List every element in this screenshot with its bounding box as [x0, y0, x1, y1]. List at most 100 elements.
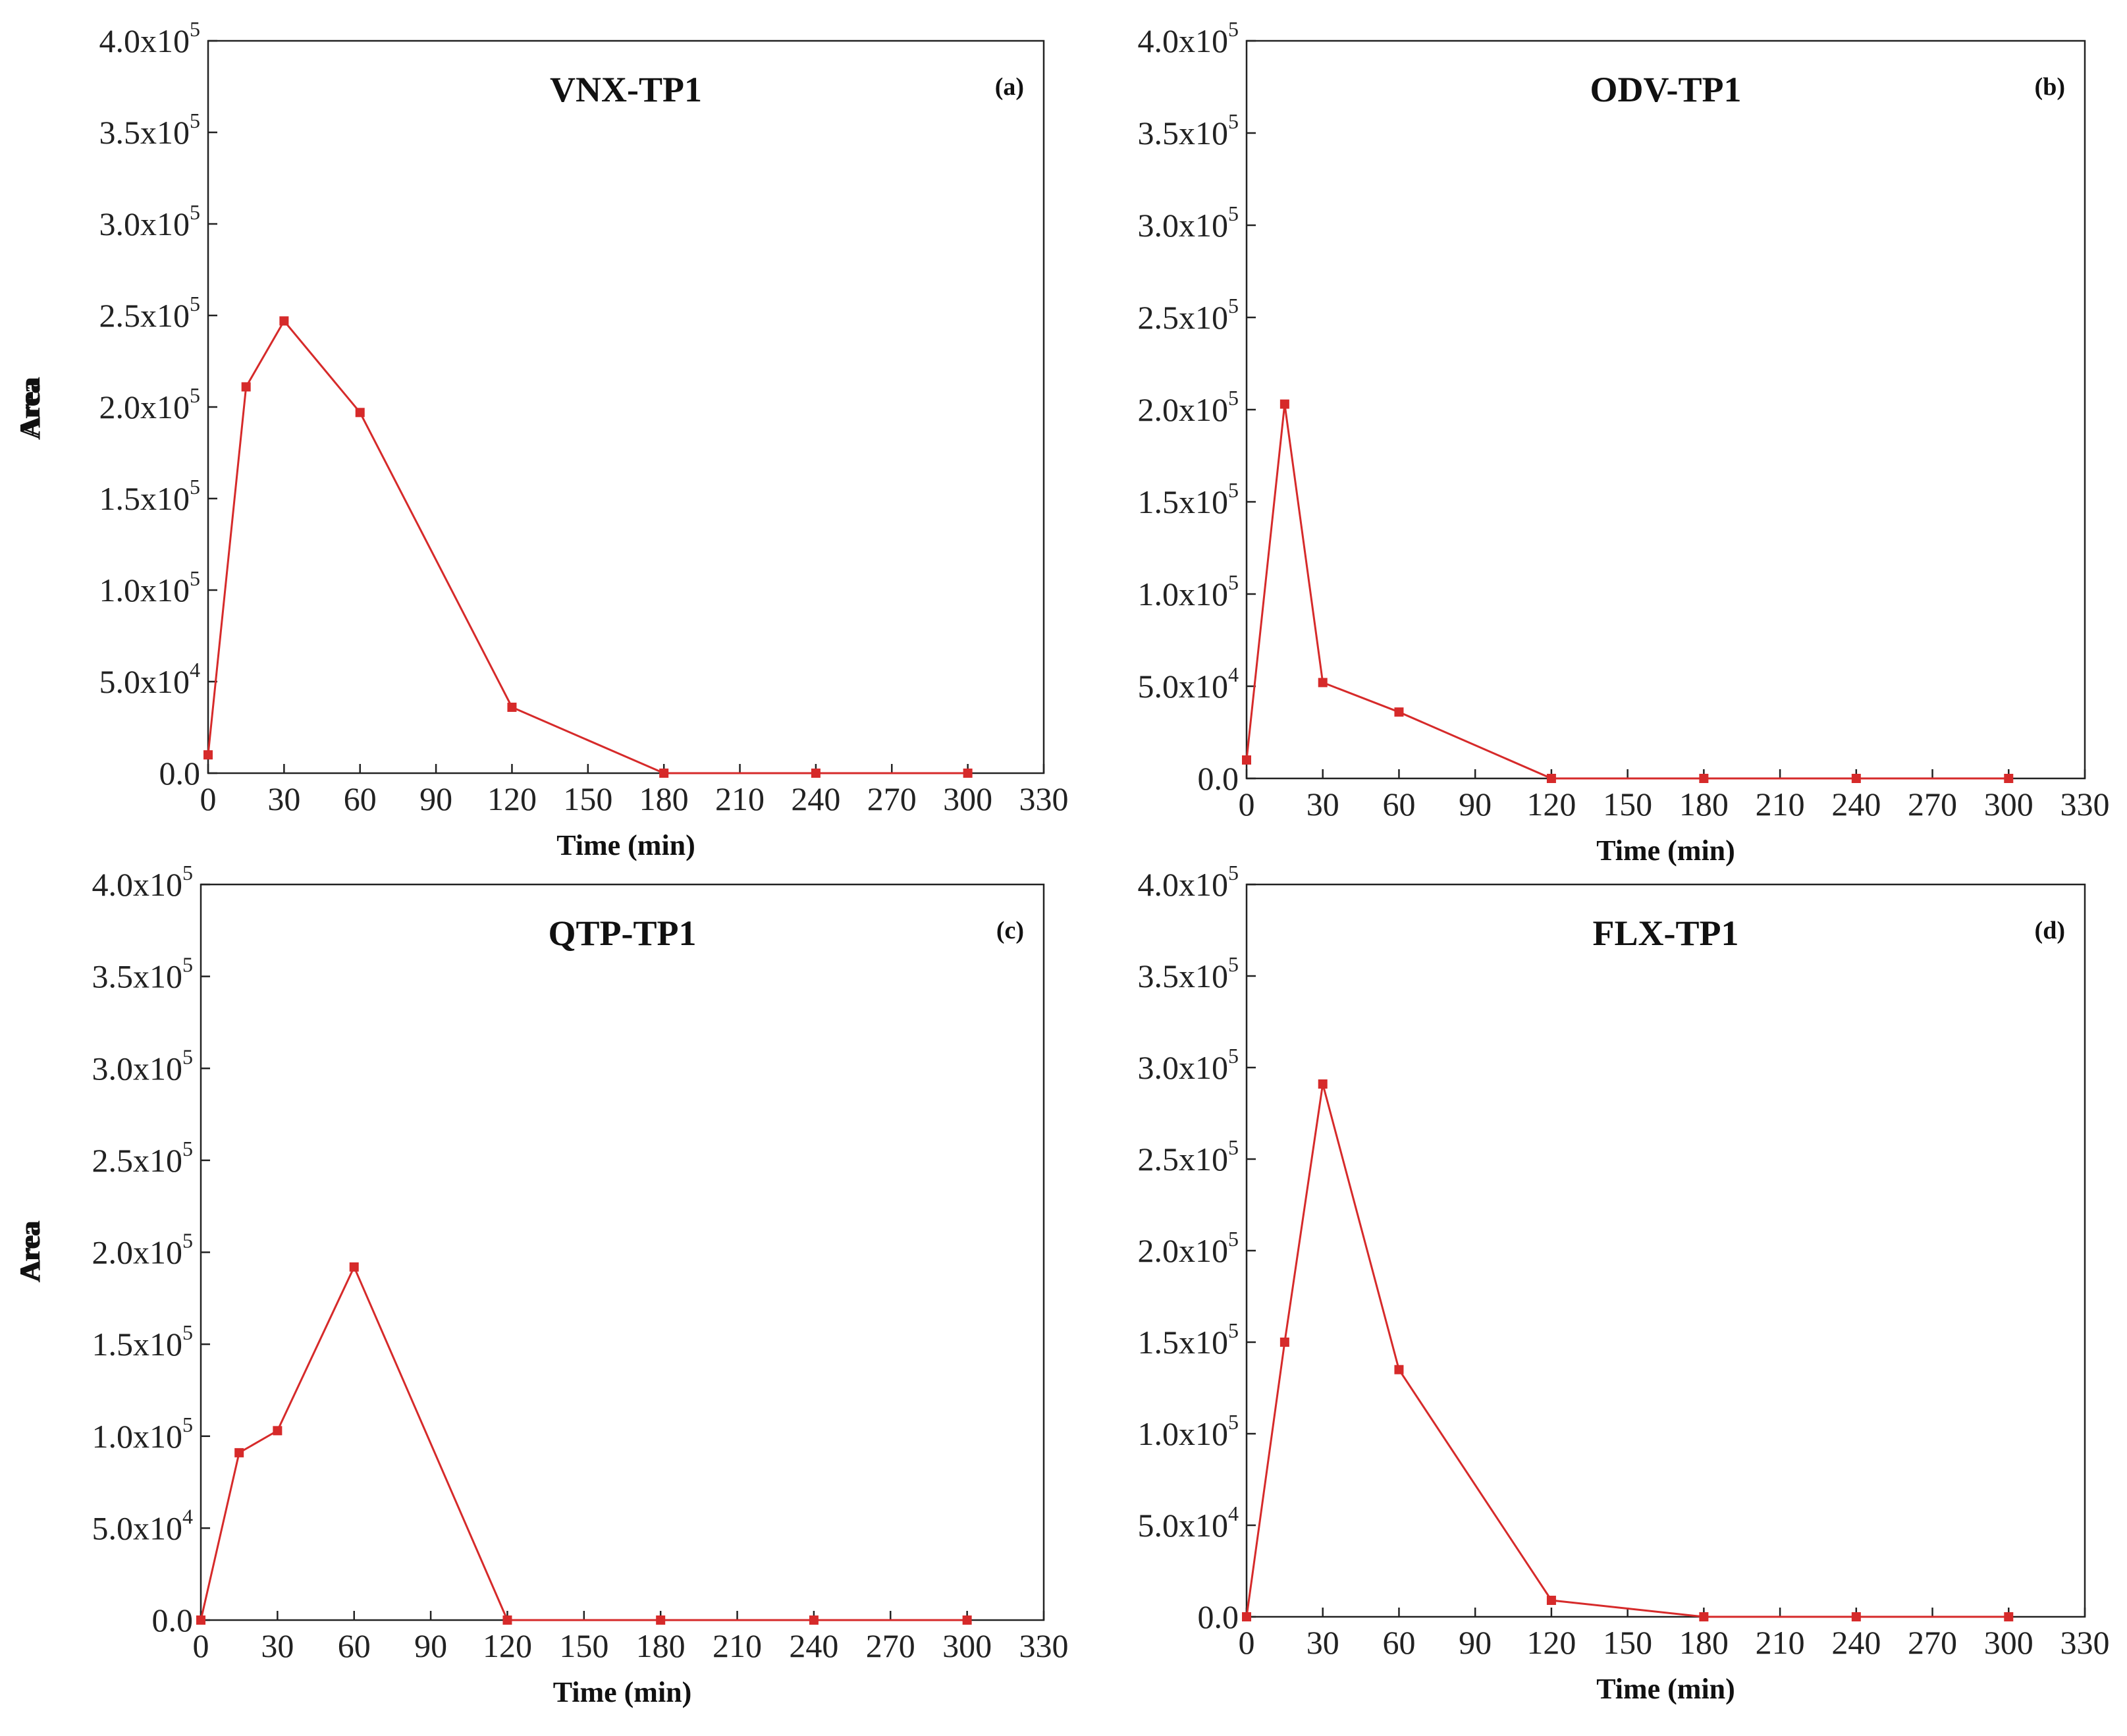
panel-4-x-tick-label: 30 — [1306, 1624, 1339, 1661]
panel-2-x-tick-label: 300 — [1984, 786, 2033, 823]
panel-3-data-point — [234, 1448, 244, 1457]
panel-3-y-tick-label: 2.5x105 — [92, 1137, 194, 1179]
panel-4-data-point — [1699, 1612, 1709, 1621]
panel-4-plot-frame — [1245, 883, 2086, 1618]
panel-1-y-tick-label: 2.0x105 — [99, 383, 201, 425]
panel-4-data-point — [1318, 1079, 1328, 1089]
panel-2-x-tick-label: 150 — [1603, 786, 1652, 823]
panel-3-y-tick-label: 3.5x105 — [92, 953, 194, 995]
panel-3-data-point — [502, 1615, 512, 1625]
panel-4-x-tick-label: 150 — [1603, 1624, 1652, 1661]
panel-3-label: (c) — [996, 917, 1024, 944]
panel-4-x-axis-title: Time (min) — [1596, 1673, 1735, 1705]
panel-3-series-line — [200, 1266, 967, 1621]
panel-2-x-tick-label: 330 — [2060, 786, 2110, 823]
panel-1-y-tick-label: 3.0x105 — [99, 200, 201, 242]
panel-3-x-tick-label: 330 — [1019, 1627, 1069, 1664]
panel-1-x-tick-label: 210 — [715, 780, 765, 817]
panel-3-x-tick-label: 300 — [942, 1627, 992, 1664]
panel-2-data-point — [1699, 774, 1709, 783]
panel-2-x-tick-label: 240 — [1831, 786, 1881, 823]
panel-2-y-tick-label: 1.5x105 — [1138, 478, 1239, 520]
panel-4-x-tick-label: 300 — [1984, 1624, 2033, 1661]
panel-1-y-axis-title: Area — [14, 377, 46, 437]
panel-1-label: (a) — [995, 73, 1024, 101]
panel-3-x-tick-label: 270 — [866, 1627, 915, 1664]
panel-1-y-tick-label: 5.0x104 — [99, 658, 201, 700]
panel-2-data-point — [2004, 774, 2014, 783]
panel-1-x-axis-title: Time (min) — [556, 829, 695, 861]
panel-2-data-point — [1318, 678, 1328, 688]
panel-4-data-point — [1242, 1612, 1251, 1621]
panel-1-data-point — [279, 316, 289, 326]
panel-3-data-point — [349, 1262, 359, 1272]
panel-3-title: QTP-TP1 — [549, 913, 697, 953]
panel-2-y-axis-title: Area — [14, 379, 46, 440]
panel-1-data-point — [507, 702, 517, 712]
panel-3-data-point — [656, 1615, 666, 1625]
panel-4-y-tick-label: 3.0x105 — [1138, 1044, 1239, 1086]
chart-panel-4: 0 30 60 90 120 150 180 210 240 270 300 3300.05.0x10… — [14, 861, 2110, 1705]
panel-1-title: VNX-TP1 — [550, 70, 702, 109]
panel-4-x-tick-label: 180 — [1679, 1624, 1729, 1661]
panel-4-x-tick-label: 240 — [1831, 1624, 1881, 1661]
panel-2-x-tick-label: 210 — [1756, 786, 1805, 823]
panel-3-x-tick-label: 240 — [789, 1627, 838, 1664]
panel-1-x-tick-label: 270 — [867, 780, 917, 817]
panel-2-y-tick-label: 5.0x104 — [1138, 663, 1239, 705]
panel-3-x-tick-label: 150 — [559, 1627, 608, 1664]
panel-4-data-point — [2004, 1612, 2014, 1621]
panel-3-y-axis-title: Area — [14, 1222, 46, 1282]
panel-1-y-tick-label: 1.5x105 — [99, 475, 201, 517]
panel-4-y-axis-title: Area — [14, 1220, 46, 1281]
panel-1-x-tick-label: 30 — [267, 780, 300, 817]
panel-4-x-tick-label: 60 — [1382, 1624, 1415, 1661]
panel-3-x-tick-label: 0 — [193, 1627, 209, 1664]
panel-2-y-tick-label: 2.5x105 — [1138, 294, 1239, 336]
panel-3-y-tick-label: 2.0x105 — [92, 1229, 194, 1271]
panel-1-x-tick-label: 150 — [563, 780, 612, 817]
panel-1-y-tick-label: 0.0 — [159, 755, 201, 792]
panel-3-y-tick-label: 0.0 — [152, 1602, 194, 1639]
panel-2-x-tick-label: 180 — [1679, 786, 1729, 823]
panel-4-y-tick-label: 4.0x105 — [1138, 861, 1239, 903]
panel-2-data-point — [1242, 755, 1251, 765]
panel-3-data-point — [809, 1615, 819, 1625]
panel-4-x-tick-label: 90 — [1459, 1624, 1492, 1661]
panel-2-x-axis-title: Time (min) — [1596, 834, 1735, 867]
panel-4-data-point — [1851, 1612, 1861, 1621]
panel-2-data-point — [1546, 774, 1556, 783]
panel-4-label: (d) — [2035, 917, 2065, 944]
panel-4-data-point — [1279, 1338, 1289, 1347]
panel-1-data-point — [659, 769, 669, 778]
panel-2-y-tick-label: 3.0x105 — [1138, 202, 1239, 244]
chart-panel-1: 0 30 60 90 120 150 180 210 240 270 300 330 0.0 5.0x10… — [14, 17, 1069, 861]
panel-3-data-point — [196, 1615, 205, 1625]
panel-4-y-tick-label: 3.5x105 — [1138, 952, 1239, 994]
panel-4-x-tick-label: 210 — [1756, 1624, 1805, 1661]
panel-3-x-tick-label: 180 — [636, 1627, 686, 1664]
panel-1-y-tick-label: 2.5x105 — [99, 292, 201, 334]
panel-1-x-tick-label: 120 — [487, 780, 537, 817]
panel-2-data-point — [1279, 399, 1289, 409]
panel-4-title: FLX-TP1 — [1593, 913, 1739, 953]
chart-panel-2: 0 30 60 90 120 150 180 210 240 270 300 3300.05.0x10… — [14, 17, 2110, 867]
panel-3-y-tick-label: 1.5x105 — [92, 1320, 194, 1363]
panel-4-x-tick-label: 120 — [1526, 1624, 1576, 1661]
panel-3-x-axis-title: Time (min) — [553, 1676, 692, 1708]
panel-2-y-tick-label: 2.0x105 — [1138, 386, 1239, 428]
chart-panel-3: 0 30 60 90 120 150 180 210 240 270 300 330 0.0 5.0x10… — [14, 861, 1069, 1708]
panel-2-data-point — [1394, 707, 1404, 717]
panel-3-data-point — [273, 1426, 283, 1436]
panel-1-x-tick-label: 180 — [639, 780, 689, 817]
panel-4-y-tick-label: 2.5x105 — [1138, 1135, 1239, 1178]
panel-1-y-tick-label: 4.0x105 — [99, 17, 201, 59]
panel-4-y-tick-label: 0.0 — [1198, 1598, 1239, 1635]
panel-2-series-line — [1245, 403, 2009, 780]
panel-4-x-tick-label: 0 — [1239, 1624, 1255, 1661]
panel-4-x-tick-label: 270 — [1908, 1624, 1957, 1661]
panel-3-x-tick-label: 30 — [261, 1627, 294, 1664]
panel-2-plot-frame — [1245, 40, 2086, 780]
panel-1-x-tick-label: 0 — [200, 780, 217, 817]
panel-1-data-point — [355, 408, 365, 418]
